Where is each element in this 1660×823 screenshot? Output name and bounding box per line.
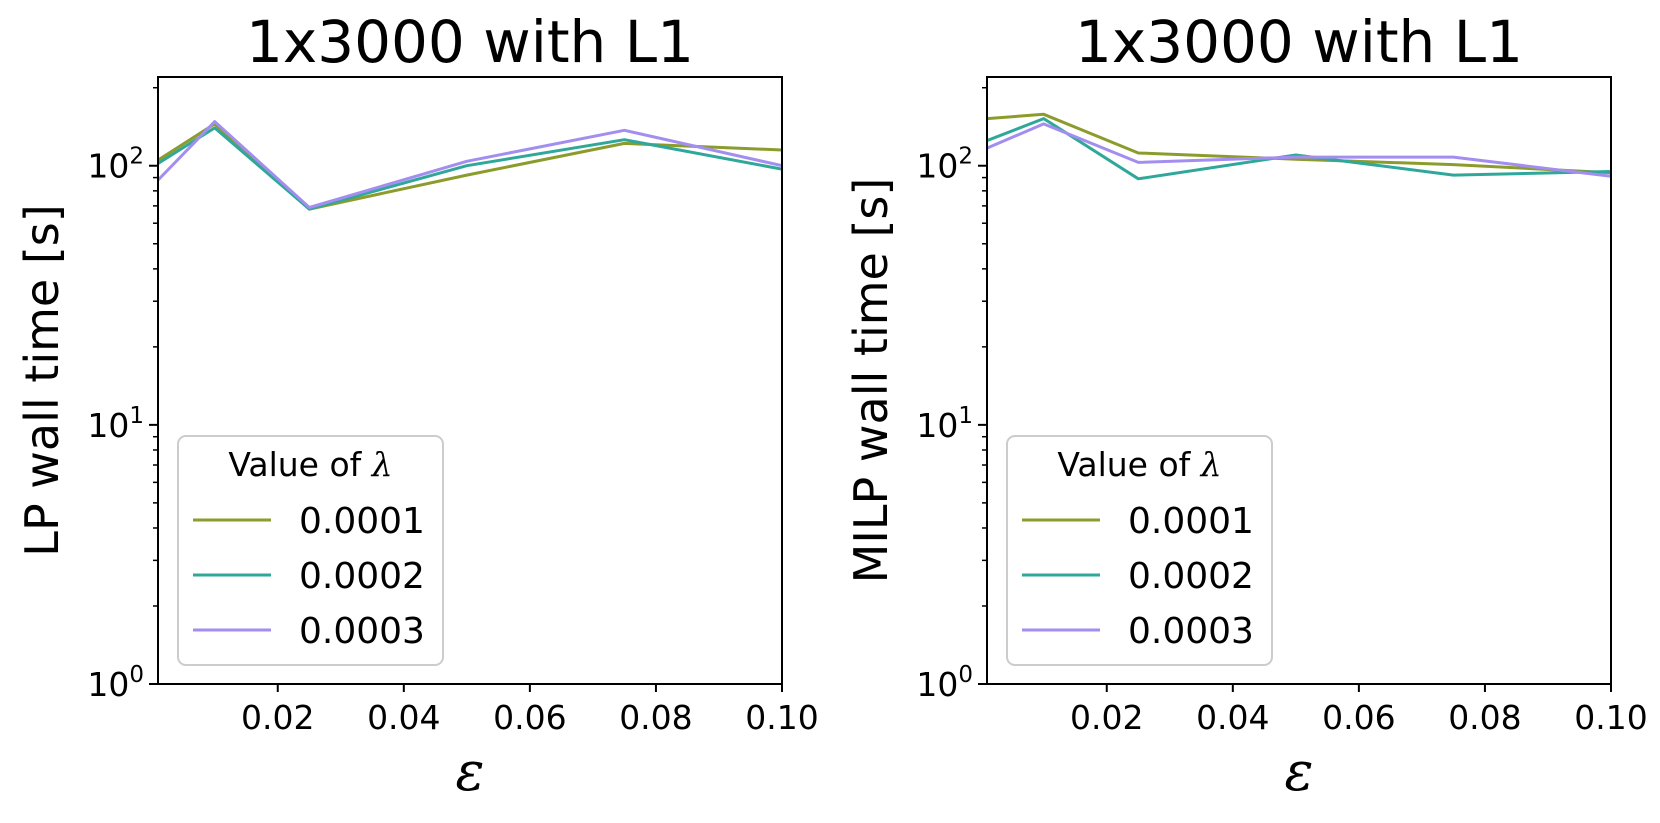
chart1-legend: Value of λ 0.0001 0.0002 0.0003 — [177, 435, 444, 666]
chart1-series-line-0.0003 — [158, 120, 782, 209]
chart1-axes-frame — [157, 76, 783, 685]
chart1-x-tick-label: 0.02 — [241, 698, 314, 737]
chart2-x-tick-label: 0.04 — [1196, 698, 1269, 737]
chart1-y-axis-label: LP wall time [s] — [15, 204, 69, 556]
chart2-title: 1x3000 with L1 — [1075, 8, 1523, 76]
chart1-x-tick-label: 0.06 — [493, 698, 566, 737]
chart2-y-axis-label: MILP wall time [s] — [844, 178, 898, 584]
chart2-x-tick-label: 0.10 — [1574, 698, 1647, 737]
chart2-y-tick-label: 100 — [916, 662, 973, 704]
chart2-axes-frame — [986, 76, 1612, 685]
chart1-title: 1x3000 with L1 — [246, 8, 694, 76]
chart1-y-tick-label: 100 — [87, 662, 144, 704]
chart2-legend-label: 0.0001 — [1128, 501, 1254, 542]
chart2-x-tick-label: 0.02 — [1070, 698, 1143, 737]
chart2-series-group — [987, 112, 1611, 181]
chart2-legend-label: 0.0003 — [1128, 611, 1254, 652]
chart2-x-tick-label: 0.08 — [1448, 698, 1521, 737]
chart1-series-group — [158, 120, 782, 211]
chart2-legend: Value of λ 0.0001 0.0002 0.0003 — [1006, 435, 1273, 666]
chart2-y-tick-label: 102 — [916, 144, 973, 186]
chart2-series-line-0.0002 — [987, 117, 1611, 181]
chart2-legend-box — [1006, 435, 1273, 666]
chart1-legend-title: Value of λ — [228, 445, 392, 484]
chart1-series-line-0.0002 — [158, 126, 782, 211]
chart1-y-tick-label: 102 — [87, 144, 144, 186]
chart1-x-tick-label: 0.10 — [745, 698, 818, 737]
chart2-series-line-0.0003 — [987, 122, 1611, 178]
chart2-series-line-0.0001 — [987, 112, 1611, 175]
chart1-legend-box — [177, 435, 444, 666]
chart2-x-tick-label: 0.06 — [1322, 698, 1395, 737]
chart1-x-tick-label: 0.08 — [619, 698, 692, 737]
chart2-legend-title: Value of λ — [1057, 445, 1221, 484]
chart1-y-tick-label: 101 — [87, 403, 144, 445]
chart2-legend-label: 0.0002 — [1128, 556, 1254, 597]
chart2-x-axis-label: ε — [1285, 740, 1314, 803]
chart1-legend-label: 0.0003 — [299, 611, 425, 652]
chart1-legend-label: 0.0002 — [299, 556, 425, 597]
chart-lp-wall-time: 1x3000 with L1 LP wall time [s] ε 0.02 0.04 0… — [15, 8, 819, 803]
chart1-legend-label: 0.0001 — [299, 501, 425, 542]
chart-milp-wall-time: 1x3000 with L1 MILP wall time [s] ε 0.02 0.0… — [844, 8, 1648, 803]
chart2-y-tick-label: 101 — [916, 403, 973, 445]
chart1-x-axis-label: ε — [456, 740, 485, 803]
chart1-x-tick-label: 0.04 — [367, 698, 440, 737]
